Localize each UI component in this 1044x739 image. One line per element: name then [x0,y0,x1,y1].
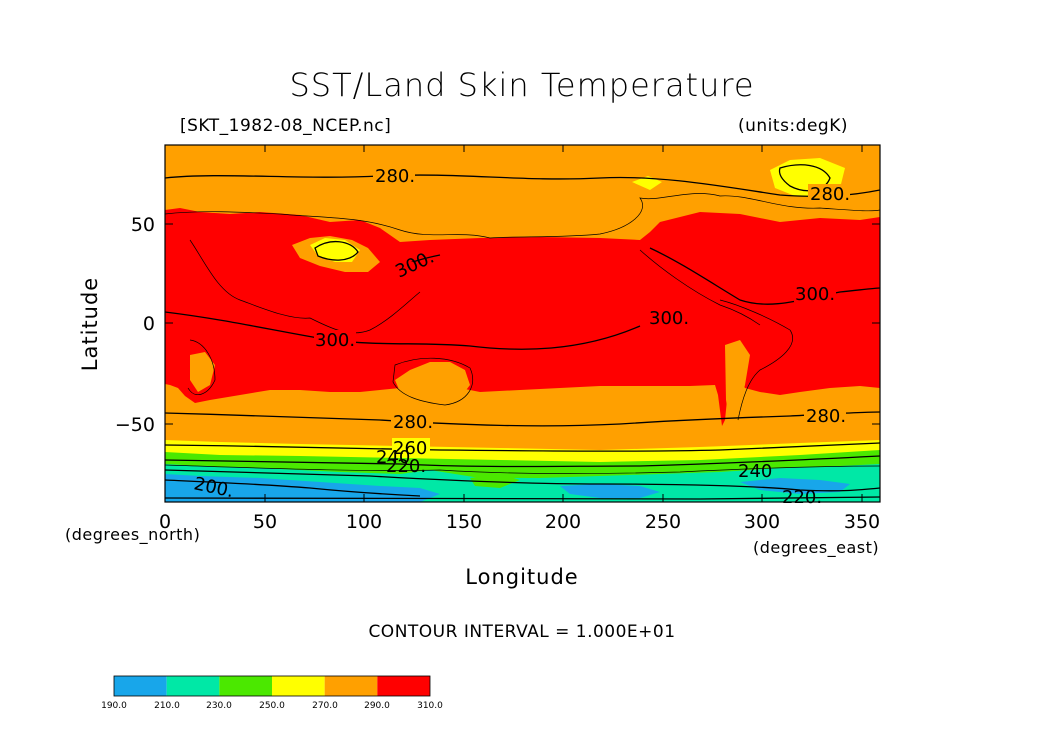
antarctic-coast [165,464,880,474]
colorbar-labels: 190.0 210.0 230.0 250.0 270.0 290.0 310.… [101,701,443,711]
units-label: (units:degK) [738,116,848,136]
coastlines [165,193,880,421]
svg-text:280.: 280. [810,184,850,205]
band-270-290-south-africa [190,352,215,392]
colorbar-label: 290.0 [364,701,390,711]
contour-lines [165,164,880,501]
y-axis-label: Latitude [78,277,102,371]
x-units-label: (degrees_east) [753,538,879,558]
colorbar-label: 310.0 [417,701,443,711]
contour-label: 220. [782,487,822,508]
x-tick-label: 300 [744,511,780,533]
x-tick-label: 50 [253,511,277,533]
contour-label: 240 [738,461,772,482]
band-270-290-andes [725,340,750,425]
svg-text:280.: 280. [375,166,415,187]
colorbar-cell [377,676,430,696]
contour-labels: 280. 280. 300. 300. 300. 300. 280. 280. … [192,166,850,508]
map-fill-bands [165,145,880,502]
colorbar-cell [114,676,167,696]
colorbar-cell [324,676,378,696]
x-tick-label: 350 [844,511,880,533]
x-tick-label: 200 [545,511,581,533]
contour-label: 300. [314,330,356,351]
band-190-210-antarctic-east2 [740,478,850,494]
colorbar-cell [272,676,325,696]
colorbar-frame [113,675,431,697]
colorbar: 190.0 210.0 230.0 250.0 270.0 290.0 310.… [101,675,443,711]
axis-ticks [164,145,880,502]
contour-label: 240 [376,447,410,468]
contour-label: 280. [373,166,415,187]
colorbar-label: 270.0 [312,701,338,711]
colorbar-label: 210.0 [154,701,180,711]
y-units-label: (degrees_north) [65,525,200,545]
band-230-250-patch [470,474,520,488]
band-190-210-antarctic-east [560,484,660,498]
y-tick-labels: 50 0 −50 [115,214,155,436]
y-tick-label: 0 [143,313,155,335]
contour-label: 300. [392,247,440,283]
contour-label: 300. [648,308,690,329]
colorbar-cell [219,676,272,696]
svg-text:300.: 300. [795,284,835,305]
svg-text:300.: 300. [649,308,689,329]
colorbar-cells [114,676,430,696]
y-tick-label: −50 [115,414,155,436]
x-tick-labels: 0 50 100 150 200 250 300 350 [159,511,880,533]
colorbar-label: 230.0 [206,701,232,711]
contour-label: 260 [392,438,430,459]
svg-text:260: 260 [393,438,427,459]
colorbar-label: 190.0 [101,701,127,711]
contour-interval-label: CONTOUR INTERVAL = 1.000E+01 [368,622,676,642]
contour-label: 280. [808,184,850,205]
svg-text:280.: 280. [806,406,846,427]
x-tick-label: 0 [159,511,171,533]
band-250-270-arctic [632,176,662,190]
x-tick-label: 100 [346,511,382,533]
colorbar-cell [166,676,220,696]
contour-label: 280. [391,412,433,433]
file-label: [SKT_1982-08_NCEP.nc] [180,116,392,136]
contour-label: 220. [386,456,426,477]
y-tick-label: 50 [131,214,155,236]
x-tick-label: 150 [446,511,482,533]
colorbar-label: 250.0 [259,701,285,711]
svg-text:300.: 300. [315,330,355,351]
x-axis-label: Longitude [465,565,578,589]
contour-label: 300. [794,284,836,305]
band-270-290-australia [395,362,470,400]
x-tick-label: 250 [645,511,681,533]
map-title: SST/Land Skin Temperature [289,66,755,104]
contour-label: 280. [804,406,846,427]
svg-text:280.: 280. [393,412,433,433]
